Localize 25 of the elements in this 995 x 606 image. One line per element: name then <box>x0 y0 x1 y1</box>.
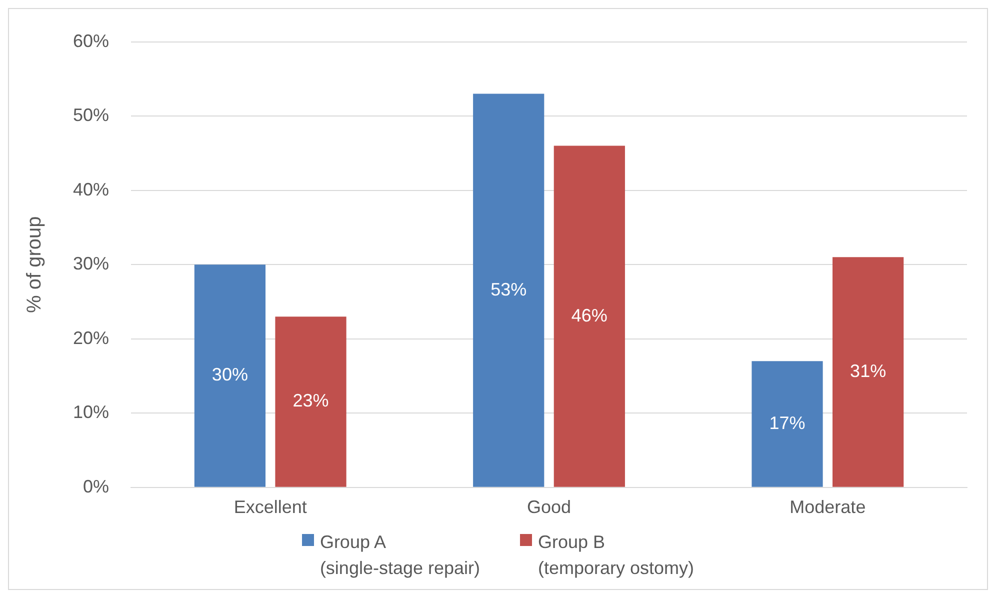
x-tick-label: Excellent <box>234 497 307 518</box>
data-label: 17% <box>769 412 806 433</box>
data-label: 30% <box>212 364 248 385</box>
bar <box>275 316 346 487</box>
data-label: 46% <box>571 305 608 326</box>
bar <box>554 146 625 487</box>
data-label: 53% <box>490 279 527 300</box>
y-tick-label: 30% <box>72 254 110 274</box>
bar <box>752 361 823 487</box>
y-tick-label: 40% <box>72 179 110 200</box>
bar <box>473 94 544 487</box>
y-axis-title: % of group <box>24 216 46 313</box>
y-tick-label: 60% <box>72 30 110 51</box>
y-tick-label: 50% <box>72 105 110 126</box>
y-tick-label: 20% <box>72 328 110 348</box>
x-tick-label: Moderate <box>790 497 866 518</box>
y-tick-label: 0% <box>83 476 110 496</box>
x-tick-label: Good <box>526 497 572 518</box>
bar <box>832 257 904 487</box>
data-label: 23% <box>292 390 329 411</box>
legend-label: Group B (temporary ostomy) <box>538 531 694 580</box>
data-label: 31% <box>850 361 886 382</box>
bar <box>194 264 266 487</box>
legend-label: Group A (single-stage repair) <box>320 531 480 580</box>
y-tick-label: 10% <box>72 402 110 422</box>
